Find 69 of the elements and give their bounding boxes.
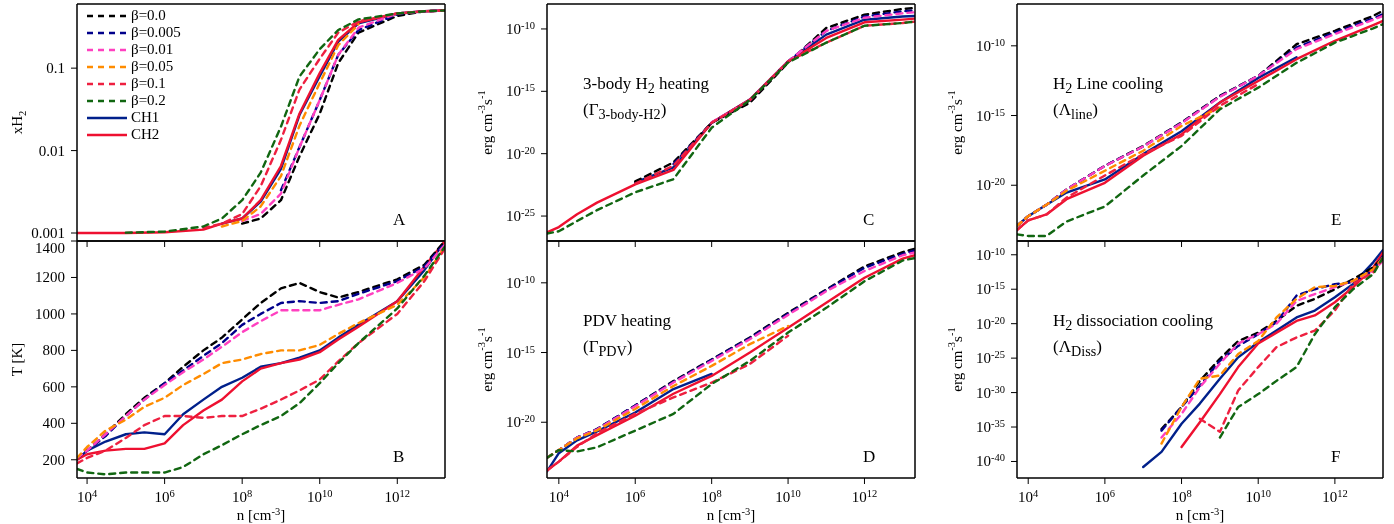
- annotation: (Λ$_{line}$): [1053, 100, 1098, 124]
- y-tick-label: 10$^{-20}$: [506, 412, 535, 431]
- x-tick-label: 10$^{10}$: [1245, 487, 1271, 505]
- annotation: A: [393, 210, 406, 230]
- annotation: H$_{2}$ Line cooling: [1053, 74, 1164, 98]
- x-tick-label: 10$^{4}$: [76, 487, 98, 505]
- x-tick-label: 10$^{6}$: [1094, 487, 1115, 505]
- x-axis-title: n [cm$^{-3}$]: [706, 505, 756, 523]
- annotation: D: [863, 447, 876, 467]
- annotation: (Γ$_{PDV}$): [583, 337, 633, 361]
- x-tick-label: 10$^{6}$: [625, 487, 646, 505]
- annotation: H$_{2}$ dissociation cooling: [1053, 311, 1214, 335]
- y-tick-label: 10$^{-10}$: [506, 19, 535, 37]
- y-tick-label: 1400: [35, 240, 65, 256]
- y-tick-label: 10$^{-30}$: [976, 383, 1005, 401]
- legend-label: CH1: [131, 109, 160, 126]
- y-tick-label: 1200: [35, 269, 65, 286]
- annotation: E: [1331, 210, 1342, 230]
- y-tick-label: 10$^{-35}$: [976, 417, 1005, 436]
- y-tick-label: 10$^{-15}$: [976, 106, 1005, 124]
- y-tick-label: 400: [42, 415, 65, 432]
- y-tick-label: 10$^{-10}$: [976, 36, 1005, 54]
- x-tick-label: 10$^{12}$: [1322, 487, 1348, 505]
- legend-label: β=0.0: [131, 7, 166, 24]
- legend-label: β=0.05: [131, 58, 174, 75]
- y-tick-label: 10$^{-10}$: [506, 273, 535, 291]
- annotation: (Γ$_{3-body-H2}$): [583, 100, 667, 124]
- x-tick-label: 10$^{12}$: [384, 487, 411, 505]
- y-tick-label: 800: [42, 342, 65, 359]
- annotation: 3-body H$_{2}$ heating: [583, 74, 710, 98]
- x-tick-label: 10$^{8}$: [232, 487, 253, 505]
- x-tick-label: 10$^{4}$: [1018, 487, 1040, 505]
- y-tick-label: 600: [42, 378, 65, 395]
- y-tick-label: 10$^{-15}$: [506, 81, 535, 100]
- legend-label: β=0.005: [131, 24, 181, 41]
- x-axis-title: n [cm$^{-3}$]: [236, 505, 286, 523]
- y-tick-label: 10$^{-40}$: [976, 451, 1005, 470]
- y-tick-label: 0.001: [31, 225, 65, 241]
- y-tick-label: 10$^{-20}$: [506, 144, 535, 162]
- y-tick-label: 10$^{-15}$: [976, 279, 1005, 298]
- y-tick-label: 10$^{-20}$: [976, 175, 1005, 194]
- legend-label: β=0.2: [131, 92, 166, 109]
- x-tick-label: 10$^{12}$: [851, 487, 878, 505]
- x-tick-label: 10$^{8}$: [701, 487, 722, 505]
- annotation: F: [1331, 447, 1341, 467]
- legend-label: β=0.01: [131, 41, 174, 58]
- x-tick-label: 10$^{4}$: [548, 487, 570, 505]
- x-tick-label: 10$^{10}$: [306, 487, 333, 505]
- y-tick-label: 10$^{-25}$: [506, 206, 535, 225]
- x-tick-label: 10$^{6}$: [154, 487, 175, 505]
- annotation: (Λ$_{Diss}$): [1053, 337, 1102, 361]
- x-tick-label: 10$^{8}$: [1171, 487, 1192, 505]
- annotation: PDV heating: [583, 311, 671, 332]
- y-tick-label: 0.1: [46, 60, 65, 77]
- y-tick-label: 200: [42, 451, 65, 468]
- y-tick-label: 1000: [35, 305, 65, 322]
- legend-label: β=0.1: [131, 75, 166, 92]
- y-tick-label: 10$^{-15}$: [506, 343, 535, 361]
- y-tick-label: 0.01: [38, 142, 65, 159]
- y-axis-title: T [K]: [9, 342, 25, 377]
- x-axis-title: n [cm$^{-3}$]: [1175, 505, 1225, 523]
- y-tick-label: 10$^{-10}$: [976, 245, 1005, 263]
- line-series: [220, 23, 360, 228]
- annotation: C: [863, 210, 875, 230]
- x-tick-label: 10$^{10}$: [775, 487, 801, 505]
- y-tick-label: 10$^{-20}$: [976, 314, 1005, 332]
- legend-label: CH2: [131, 126, 160, 143]
- annotation: B: [393, 447, 405, 467]
- y-tick-label: 10$^{-25}$: [976, 348, 1005, 367]
